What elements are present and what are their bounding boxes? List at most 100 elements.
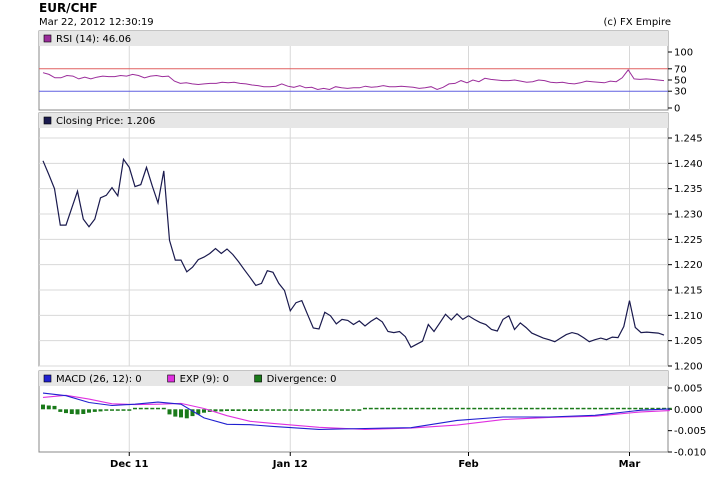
macd-divergence-bar	[552, 407, 557, 410]
macd-divergence-bar	[81, 409, 86, 414]
macd-divergence-bar	[547, 407, 551, 410]
rsi-y-tick-label: 100	[674, 48, 693, 59]
macd-divergence-bar	[437, 407, 442, 410]
macd-divergence-bar	[391, 407, 396, 410]
macd-divergence-bar	[242, 409, 247, 411]
rsi-y-tick-label: 30	[674, 87, 687, 98]
macd-divergence-bar	[345, 409, 350, 411]
price-y-tick-label: 1.245	[674, 134, 703, 145]
macd-divergence-bar	[127, 409, 132, 411]
macd-divergence-bar	[512, 407, 517, 410]
macd-y-tick-label: 0.000	[674, 405, 703, 416]
price-y-tick-label: 1.230	[674, 210, 703, 221]
macd-divergence-bar	[455, 407, 459, 410]
macd-divergence-bar	[46, 405, 51, 410]
macd-divergence-bar	[41, 404, 45, 410]
macd-divergence-bar	[472, 407, 477, 410]
macd-divergence-bar	[610, 407, 615, 410]
macd-divergence-bar	[294, 409, 298, 411]
x-tick-label: Feb	[458, 459, 478, 470]
price-y-tick-label: 1.225	[674, 235, 703, 246]
macd-divergence-bar	[334, 409, 339, 411]
macd-divergence-bar	[575, 407, 580, 410]
macd-divergence-bar	[322, 409, 327, 411]
macd-divergence-bar	[144, 407, 149, 410]
macd-y-tick-label: -0.005	[674, 426, 706, 437]
macd-divergence-bar	[282, 409, 287, 411]
rsi-legend-swatch	[43, 34, 52, 43]
macd-divergence-bar	[570, 407, 574, 410]
price-y-tick-label: 1.205	[674, 336, 703, 347]
macd-divergence-bar	[202, 409, 206, 413]
macd-divergence-bar	[265, 409, 270, 411]
macd-divergence-bar	[110, 409, 114, 411]
macd-divergence-bar	[616, 407, 620, 410]
macd-divergence-bar	[248, 409, 252, 411]
macd-divergence-bar	[179, 409, 183, 418]
macd-divergence-bar	[98, 409, 103, 412]
macd-divergence-bar	[650, 407, 655, 410]
chart-timestamp: Mar 22, 2012 12:30:19	[39, 17, 154, 28]
rsi-series-line	[42, 69, 665, 91]
copyright-label: (c) FX Empire	[603, 17, 672, 28]
macd-divergence-bar	[529, 407, 534, 410]
macd-divergence-bar	[495, 407, 500, 410]
macd-divergence-bar	[69, 409, 74, 414]
macd-panel-header	[39, 371, 668, 386]
macd-divergence-bar	[167, 409, 172, 415]
macd-divergence-bar	[317, 409, 321, 411]
macd-divergence-bar	[219, 409, 224, 412]
macd-divergence-bar	[115, 409, 120, 411]
macd-legend-label: MACD (26, 12): 0	[56, 374, 142, 385]
macd-divergence-bar	[518, 407, 523, 410]
macd-divergence-bar	[236, 409, 241, 411]
macd-divergence-bar	[311, 409, 316, 411]
macd-divergence-bar	[190, 409, 195, 417]
macd-divergence-bar	[443, 407, 448, 410]
rsi-legend-label: RSI (14): 46.06	[56, 34, 131, 45]
macd-divergence-bar	[506, 407, 511, 410]
macd-divergence-bar	[414, 407, 419, 410]
macd-divergence-bar	[58, 409, 63, 412]
price-legend-label: Closing Price: 1.206	[56, 116, 155, 127]
rsi-y-tick-label: 70	[674, 64, 687, 75]
macd-divergence-bar	[644, 407, 649, 410]
macd-divergence-bar	[196, 409, 201, 415]
x-tick-label: Jan 12	[272, 459, 308, 470]
macd-divergence-bar	[639, 407, 643, 410]
price-y-tick-label: 1.200	[674, 362, 703, 373]
chart-title: EUR/CHF	[39, 1, 98, 15]
macd-divergence-bar	[230, 409, 235, 411]
macd-divergence-bar	[564, 407, 569, 410]
x-tick-label: Dec 11	[110, 459, 148, 470]
macd-divergence-bar	[581, 407, 586, 410]
macd-divergence-bar	[598, 407, 603, 410]
macd-divergence-bar	[156, 407, 160, 410]
macd-legend-swatch	[254, 374, 262, 383]
macd-divergence-bar	[305, 409, 310, 411]
macd-divergence-bar	[259, 409, 264, 411]
macd-legend-swatch	[43, 374, 52, 383]
macd-divergence-bar	[121, 409, 126, 411]
macd-divergence-bar	[92, 409, 97, 412]
price-y-tick-label: 1.210	[674, 311, 703, 322]
price-y-tick-label: 1.235	[674, 184, 703, 195]
price-y-tick-label: 1.215	[674, 286, 703, 297]
macd-divergence-bar	[253, 409, 258, 411]
macd-divergence-bar	[374, 407, 379, 410]
macd-divergence-bar	[541, 407, 546, 410]
macd-divergence-bar	[357, 409, 362, 411]
macd-divergence-bar	[524, 407, 528, 410]
macd-divergence-bar	[420, 407, 425, 410]
macd-divergence-bar	[213, 409, 218, 412]
macd-divergence-bar	[363, 407, 367, 410]
macd-divergence-bar	[656, 407, 661, 410]
rsi-panel-header	[39, 31, 668, 46]
macd-divergence-bar	[621, 407, 626, 410]
price-y-tick-label: 1.220	[674, 260, 703, 271]
macd-divergence-bar	[535, 407, 540, 410]
macd-divergence-bar	[161, 407, 166, 410]
macd-divergence-bar	[225, 409, 229, 411]
macd-divergence-bar	[104, 409, 109, 411]
